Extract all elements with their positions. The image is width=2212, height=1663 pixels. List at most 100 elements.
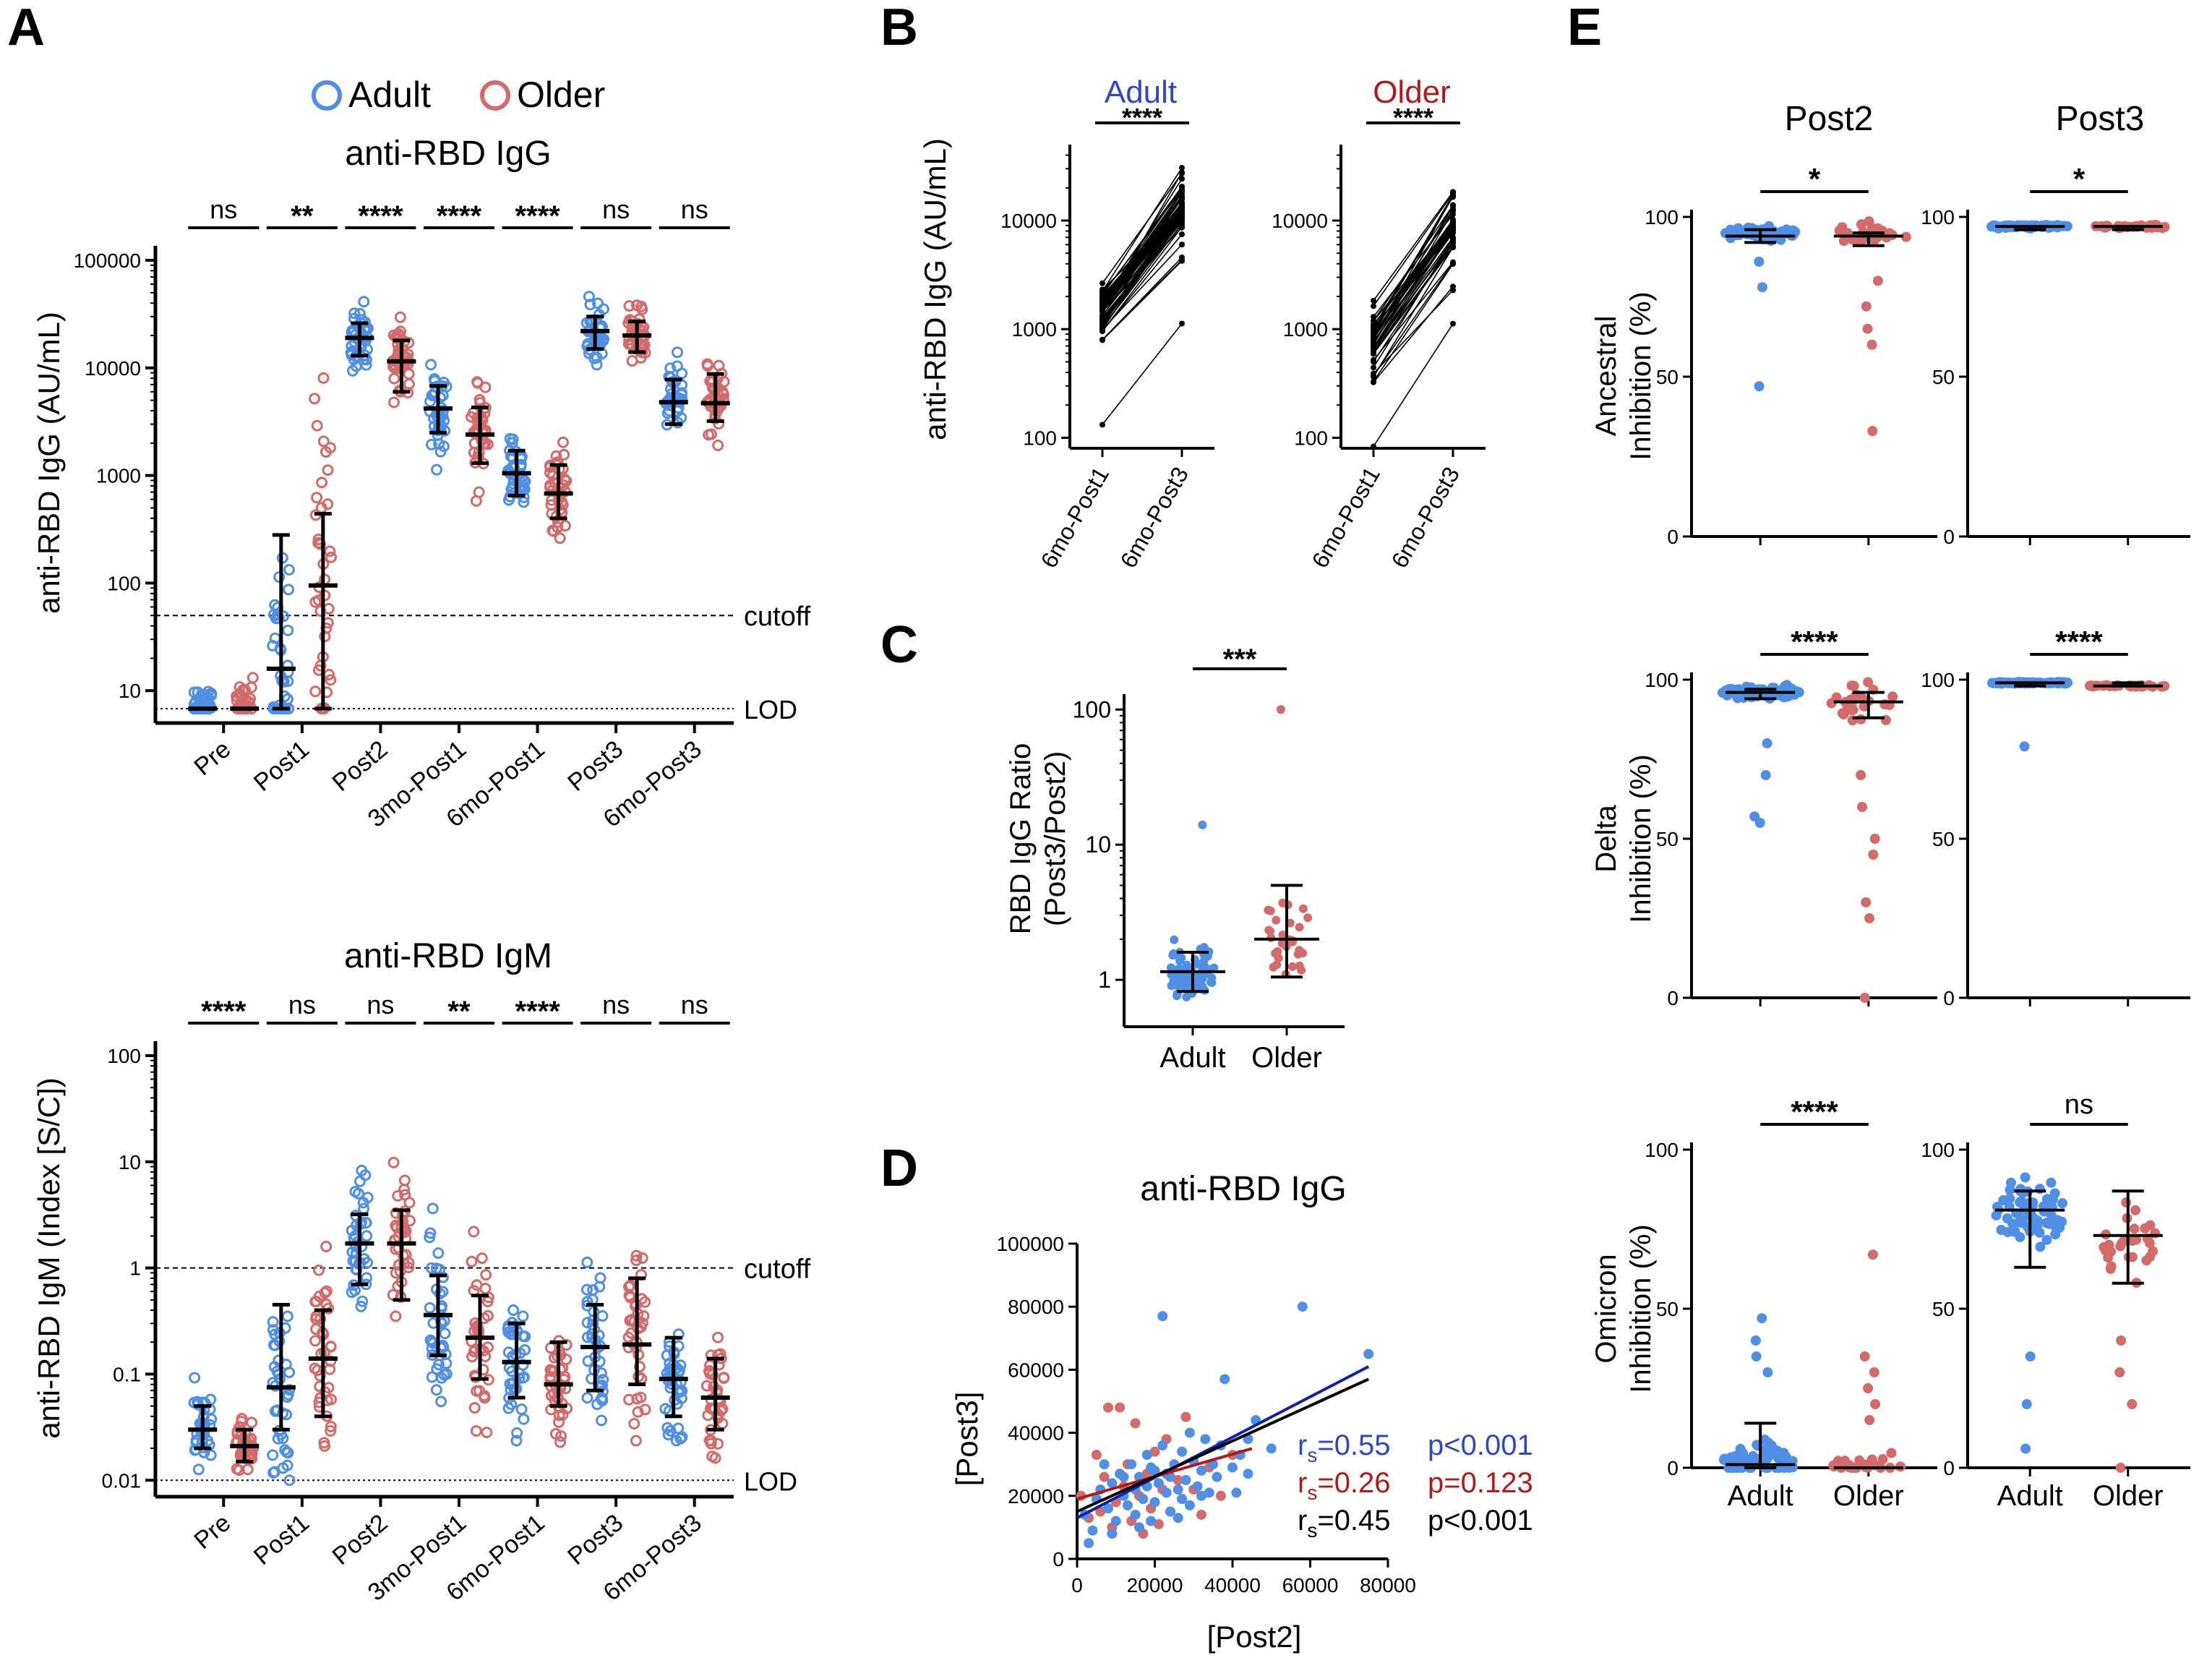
adult-point xyxy=(425,438,437,450)
older-point xyxy=(1867,426,1878,437)
older-point xyxy=(1272,915,1281,925)
older-point xyxy=(311,419,323,432)
older-point xyxy=(1856,770,1866,780)
older-point xyxy=(473,1385,486,1397)
panel-label-d: D xyxy=(880,1140,918,1197)
adult-point xyxy=(596,1310,609,1322)
adult-point xyxy=(518,1371,530,1383)
older-point xyxy=(310,1323,322,1335)
older-point xyxy=(466,1255,478,1267)
b-pair-line xyxy=(1102,234,1183,332)
legend-adult-label: Adult xyxy=(348,74,431,115)
e-y-tick-label: 100 xyxy=(1921,669,1955,691)
e-significance-label: * xyxy=(1809,162,1821,196)
b-point xyxy=(1179,165,1185,171)
adult-point xyxy=(1099,1459,1110,1470)
older-point xyxy=(716,1403,729,1415)
b-point xyxy=(1179,241,1185,248)
adult-point xyxy=(517,1310,529,1322)
older-point xyxy=(636,303,648,315)
significance-label: ns xyxy=(366,990,394,1019)
older-point xyxy=(388,372,400,385)
rs-prefix: r xyxy=(1298,1429,1307,1461)
adult-point xyxy=(279,1444,291,1456)
b-point xyxy=(1179,200,1185,206)
adult-point xyxy=(508,474,520,487)
panel-label-b: B xyxy=(880,0,918,56)
e-row3-line2: Inhibition (%) xyxy=(1625,1224,1657,1393)
older-point xyxy=(1295,946,1304,955)
older-point xyxy=(403,337,415,349)
adult-point xyxy=(518,1413,530,1425)
y-tick-label: 100 xyxy=(107,572,141,594)
older-point xyxy=(325,551,338,563)
e-row1-line1: Ancestral xyxy=(1590,316,1622,437)
adult-point xyxy=(353,1175,366,1187)
b-y-tick-label: 1000 xyxy=(1012,318,1057,341)
adult-point xyxy=(1146,1515,1157,1526)
significance-label: ** xyxy=(447,996,471,1027)
older-point xyxy=(1868,850,1879,860)
older-point xyxy=(703,429,715,441)
older-point xyxy=(1196,1509,1206,1520)
adult-point xyxy=(1196,1490,1206,1501)
e-y-tick-label: 100 xyxy=(1645,669,1679,691)
adult-point xyxy=(432,1247,445,1260)
d-y-tick-label: 60000 xyxy=(1008,1359,1064,1381)
adult-point xyxy=(424,1227,437,1239)
older-point xyxy=(309,1296,322,1308)
b-significance-label: **** xyxy=(1393,103,1433,132)
adult-point xyxy=(1760,770,1771,780)
older-point xyxy=(639,1403,651,1416)
adult-point xyxy=(202,685,215,698)
adult-point xyxy=(2020,1172,2031,1183)
cutoff-label: cutoff xyxy=(744,1254,811,1285)
adult-point xyxy=(1173,1513,1183,1523)
adult-point xyxy=(2025,1351,2036,1361)
adult-point xyxy=(583,291,595,303)
adult-point xyxy=(1196,975,1206,984)
c-y-tick-label: 100 xyxy=(1073,696,1111,722)
adult-point xyxy=(505,1398,518,1411)
e-row3-line1: Omicron xyxy=(1590,1254,1622,1363)
older-point xyxy=(470,1425,482,1437)
older-point xyxy=(471,1279,483,1291)
older-point xyxy=(553,1416,565,1428)
igg-plot: 10 100 1000 10000 100000 cutoff LOD ns Pre ** Post… xyxy=(74,194,811,833)
adult-point xyxy=(518,496,530,508)
older-point xyxy=(1863,1383,1874,1393)
e-plot: 0 50 100 * 0 50 100 * 0 50 100 **** 0 50 100 **** 0 50 100… xyxy=(1645,162,2190,1512)
x-tick-label: Post1 xyxy=(249,735,314,797)
older-point xyxy=(476,1252,488,1265)
adult-point xyxy=(1168,951,1178,960)
adult-point xyxy=(1161,1487,1172,1498)
older-point xyxy=(309,1335,322,1347)
significance-label: ns xyxy=(602,990,630,1019)
adult-point xyxy=(205,1449,217,1461)
adult-point xyxy=(1754,256,1765,267)
older-point xyxy=(712,1331,724,1343)
older-point xyxy=(1870,1399,1881,1409)
adult-point xyxy=(1986,221,1997,232)
e-significance-label: **** xyxy=(1791,1095,1838,1129)
older-point xyxy=(247,672,259,684)
adult-point xyxy=(1084,1538,1094,1549)
b-pair-line xyxy=(1373,229,1454,334)
older-point xyxy=(1866,223,1877,234)
older-point xyxy=(468,1226,480,1238)
adult-point xyxy=(2057,1198,2068,1209)
adult-point xyxy=(1184,1500,1195,1510)
older-point xyxy=(311,492,323,504)
older-point xyxy=(398,1222,411,1234)
adult-point xyxy=(1757,1313,1767,1324)
e-significance-label: **** xyxy=(2055,625,2103,659)
b-point xyxy=(1099,422,1105,428)
adult-point xyxy=(192,1463,205,1476)
d-x-tick-label: 80000 xyxy=(1360,1574,1416,1596)
older-point xyxy=(317,372,330,384)
older-point xyxy=(1215,1490,1226,1501)
older-point xyxy=(313,1264,325,1276)
older-point xyxy=(2159,680,2170,691)
b-pair-line xyxy=(1373,194,1454,330)
